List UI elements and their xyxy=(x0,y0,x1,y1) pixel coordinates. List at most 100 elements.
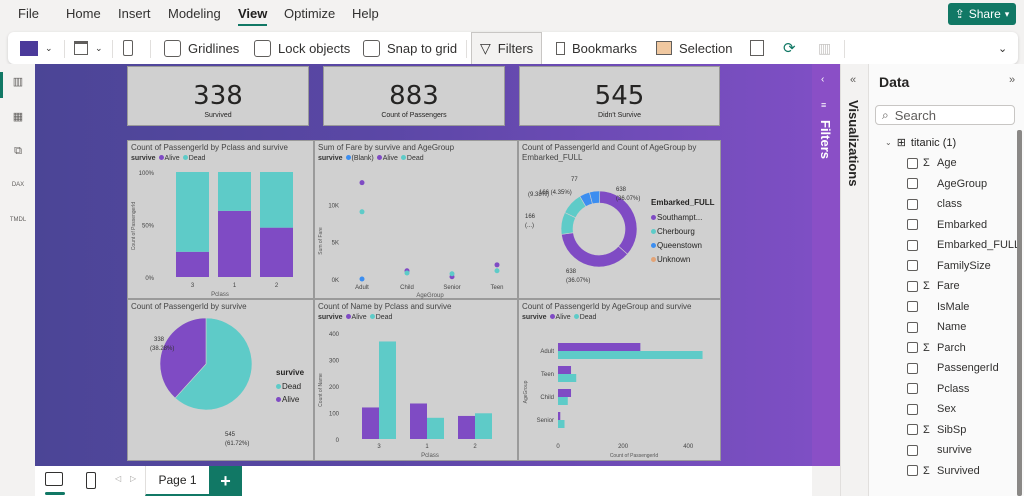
checkbox-icon[interactable] xyxy=(907,362,918,374)
funnel-icon: ▽ xyxy=(480,40,491,56)
data-search-input[interactable]: ⌕ Search xyxy=(875,105,1015,125)
menu-view[interactable]: View xyxy=(238,6,268,26)
snap-to-grid-checkbox[interactable]: Snap to grid xyxy=(363,32,457,64)
checkbox-icon[interactable] xyxy=(907,178,918,189)
data-label: 166 (4.35%) xyxy=(539,190,572,196)
table-name: titanic (1) xyxy=(910,136,957,149)
filters-toggle-button[interactable]: ▽ Filters xyxy=(471,32,543,64)
report-view-icon[interactable]: ▥ xyxy=(12,75,24,88)
tmdl-view-icon[interactable]: TMDL xyxy=(9,217,27,223)
theme-gallery-button[interactable]: ⌄ xyxy=(20,32,53,64)
page-tab-1[interactable]: Page 1 xyxy=(145,466,209,496)
kpi-label: Didn't Survive xyxy=(598,112,641,119)
y-tick-label: Senior xyxy=(537,418,554,424)
checkbox-icon[interactable] xyxy=(907,321,918,333)
field-item[interactable]: Σ Parch xyxy=(907,338,966,358)
x-tick-label: 2 xyxy=(473,444,477,450)
visual-agegroup-hbar[interactable]: Count of PassengerId by AgeGroup and sur… xyxy=(518,299,721,461)
kpi-card-passengers[interactable]: 883 Count of Passengers xyxy=(323,66,505,126)
field-item[interactable]: AgeGroup xyxy=(907,174,987,194)
desktop-layout-icon[interactable] xyxy=(45,472,63,486)
previous-page-icon[interactable]: ◁ xyxy=(115,474,122,483)
checkbox-icon[interactable] xyxy=(907,465,918,476)
bar-segment xyxy=(260,227,293,277)
gridlines-checkbox[interactable]: Gridlines xyxy=(164,32,239,64)
table-view-icon[interactable]: ▦ xyxy=(12,110,24,123)
checkbox-icon[interactable] xyxy=(907,198,918,210)
field-item[interactable]: Σ Fare xyxy=(907,276,960,296)
x-tick-label: 2 xyxy=(275,283,279,289)
visual-name-clustered[interactable]: Count of Name by Pclass and survive surv… xyxy=(314,299,518,461)
performance-analyzer-button[interactable] xyxy=(750,32,764,64)
field-item[interactable]: Σ Survived xyxy=(907,461,980,481)
field-item[interactable]: survive xyxy=(907,440,972,460)
menu-help[interactable]: Help xyxy=(352,6,379,21)
checkbox-icon[interactable] xyxy=(907,157,918,169)
kpi-card-didnt-survive[interactable]: 545 Didn't Survive xyxy=(519,66,720,126)
x-tick-label: Child xyxy=(400,285,414,291)
menu-home[interactable]: Home xyxy=(66,6,101,21)
visual-survive-pie[interactable]: Count of PassengerId by survive 338 (38.2… xyxy=(127,299,314,461)
checkbox-icon[interactable] xyxy=(907,424,918,435)
visualizations-pane-label[interactable]: Visualizations xyxy=(846,100,861,187)
page-view-button[interactable]: ⌄ xyxy=(74,32,103,64)
field-item[interactable]: Pclass xyxy=(907,379,969,399)
lock-objects-checkbox[interactable]: Lock objects xyxy=(254,32,350,64)
field-item[interactable]: PassengerId xyxy=(907,358,999,378)
checkbox-icon[interactable] xyxy=(907,239,918,251)
active-layout-indicator xyxy=(45,492,65,495)
field-name: Name xyxy=(937,321,967,333)
field-item[interactable]: Σ Age xyxy=(907,153,957,173)
share-button[interactable]: ⇪ Share ▾ xyxy=(948,3,1016,25)
filters-pane[interactable]: ‹ ≡ Filters xyxy=(812,64,840,466)
ribbon-collapse-button[interactable]: ⌄ xyxy=(998,32,1007,64)
mobile-layout-button[interactable] xyxy=(123,32,133,64)
legend-title: survive xyxy=(276,368,305,377)
filters-pane-label[interactable]: Filters xyxy=(818,120,833,160)
field-item[interactable]: Sex xyxy=(907,399,956,419)
mobile-layout-icon[interactable] xyxy=(86,472,96,489)
checkbox-icon[interactable] xyxy=(907,280,918,292)
menu-insert[interactable]: Insert xyxy=(118,6,151,21)
x-tick-label: Teen xyxy=(490,285,503,291)
data-pane-scrollbar[interactable] xyxy=(1017,130,1022,496)
field-item[interactable]: Name xyxy=(907,317,966,337)
checkbox-icon[interactable] xyxy=(907,219,918,230)
checkbox-icon[interactable] xyxy=(907,383,918,394)
field-name: IsMale xyxy=(937,300,970,313)
next-page-icon[interactable]: ▷ xyxy=(130,474,137,483)
field-item[interactable]: IsMale xyxy=(907,297,969,317)
model-view-icon[interactable]: ⧉ xyxy=(14,144,22,157)
dax-query-view-icon[interactable]: DAX xyxy=(11,182,25,188)
bookmarks-button[interactable]: Bookmarks xyxy=(556,32,637,64)
checkbox-icon[interactable] xyxy=(907,301,918,312)
sync-slicers-button[interactable]: ⟳ xyxy=(783,32,796,64)
menu-optimize[interactable]: Optimize xyxy=(284,6,336,21)
expand-chevron-icon[interactable]: ‹ xyxy=(821,74,825,85)
data-label: 545 xyxy=(225,432,236,438)
selection-button[interactable]: Selection xyxy=(656,32,732,64)
kpi-card-survived[interactable]: 338 Survived xyxy=(127,66,309,126)
visual-embarked-donut[interactable]: Count of PassengerId and Count of AgeGro… xyxy=(518,140,721,299)
table-node-titanic[interactable]: ⌄ ⊞ titanic (1) xyxy=(885,136,957,150)
add-page-button[interactable]: + xyxy=(209,466,242,496)
field-item[interactable]: class xyxy=(907,194,962,214)
visual-pclass-stacked[interactable]: Count of PassengerId by Pclass and survi… xyxy=(127,140,314,299)
expand-chevron-icon[interactable]: « xyxy=(850,74,857,86)
visualizations-pane[interactable]: « Visualizations xyxy=(840,64,868,496)
menu-file[interactable]: File xyxy=(18,6,39,21)
chart-svg: Adult Teen Child Senior 0 200 400 Count of Pass… xyxy=(523,343,703,459)
menu-modeling[interactable]: Modeling xyxy=(168,6,221,21)
collapse-chevron-icon[interactable]: » xyxy=(1009,74,1016,86)
field-item[interactable]: Embarked_FULL xyxy=(907,235,1020,255)
checkbox-icon[interactable] xyxy=(907,403,918,415)
checkbox-icon[interactable] xyxy=(907,444,918,456)
visual-fare-scatter[interactable]: Sum of Fare by survive and AgeGroup surv… xyxy=(314,140,518,299)
x-tick-label: 0 xyxy=(556,444,560,450)
checkbox-icon[interactable] xyxy=(907,342,918,353)
field-item[interactable]: Embarked xyxy=(907,215,987,235)
checkbox-icon[interactable] xyxy=(907,260,918,271)
field-item[interactable]: Σ SibSp xyxy=(907,420,966,440)
field-item[interactable]: FamilySize xyxy=(907,256,991,276)
legend: survive Alive Dead xyxy=(522,314,596,321)
